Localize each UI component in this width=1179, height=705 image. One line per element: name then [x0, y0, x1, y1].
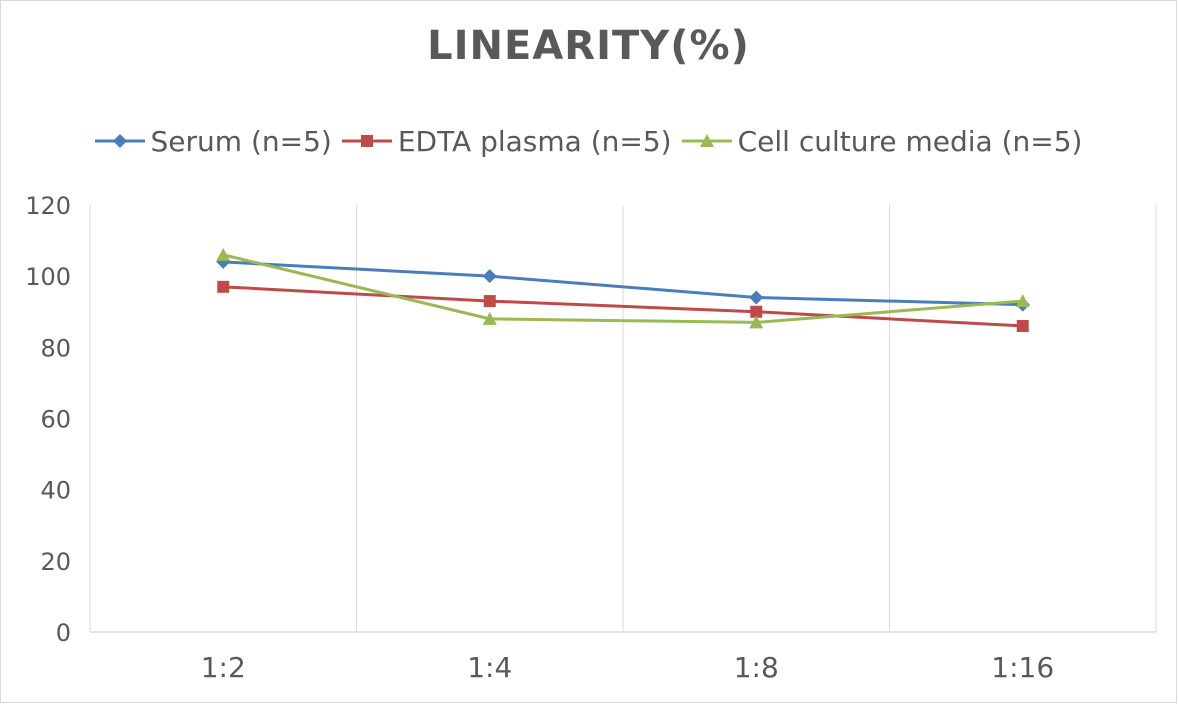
series-line-serum-n-5: [223, 260, 1023, 307]
y-tick-label: 100: [25, 263, 71, 291]
legend-swatch-cell-culture-media: [681, 134, 732, 147]
y-tick-label: 20: [40, 548, 71, 576]
y-tick-label: 120: [25, 192, 71, 220]
legend-label-edta-plasma: EDTA plasma (n=5): [397, 124, 672, 158]
legend: Serum (n=5) EDTA plasma (n=5) Cell cultu…: [1, 119, 1176, 163]
x-tick-label: 1:8: [734, 651, 779, 684]
data-point-serum-n-5: [216, 254, 231, 269]
y-tick-label: 0: [56, 619, 71, 647]
data-point-serum-n-5: [482, 269, 497, 284]
legend-item-serum: Serum (n=5): [94, 124, 332, 158]
chart-title: LINEARITY(%): [427, 23, 750, 69]
y-tick-label: 60: [40, 406, 71, 434]
x-tick-label: 1:16: [991, 651, 1054, 684]
data-point-cell-culture-media-n-5: [482, 311, 497, 325]
legend-swatch-serum: [94, 134, 145, 148]
x-tick-label: 1:4: [467, 651, 512, 684]
data-point-edta-plasma-n-5: [750, 305, 763, 318]
legend-swatch-edta-plasma: [341, 135, 392, 147]
series-line-edta-plasma-n-5: [223, 285, 1023, 328]
y-tick-label: 40: [40, 477, 71, 505]
legend-label-cell-culture-media: Cell culture media (n=5): [737, 124, 1083, 158]
data-point-edta-plasma-n-5: [1016, 319, 1029, 332]
data-point-cell-culture-media-n-5: [216, 247, 231, 261]
data-point-cell-culture-media-n-5: [1015, 294, 1030, 308]
data-point-edta-plasma-n-5: [483, 295, 496, 308]
legend-item-edta-plasma: EDTA plasma (n=5): [341, 124, 672, 158]
data-point-edta-plasma-n-5: [217, 280, 230, 293]
y-tick-label: 80: [40, 334, 71, 362]
series-line-cell-culture-media-n-5: [222, 253, 1023, 324]
data-point-cell-culture-media-n-5: [749, 315, 764, 329]
x-tick-label: 1:2: [201, 651, 246, 684]
legend-label-serum: Serum (n=5): [150, 124, 332, 158]
data-point-serum-n-5: [749, 290, 764, 305]
legend-item-cell-culture-media: Cell culture media (n=5): [681, 124, 1083, 158]
